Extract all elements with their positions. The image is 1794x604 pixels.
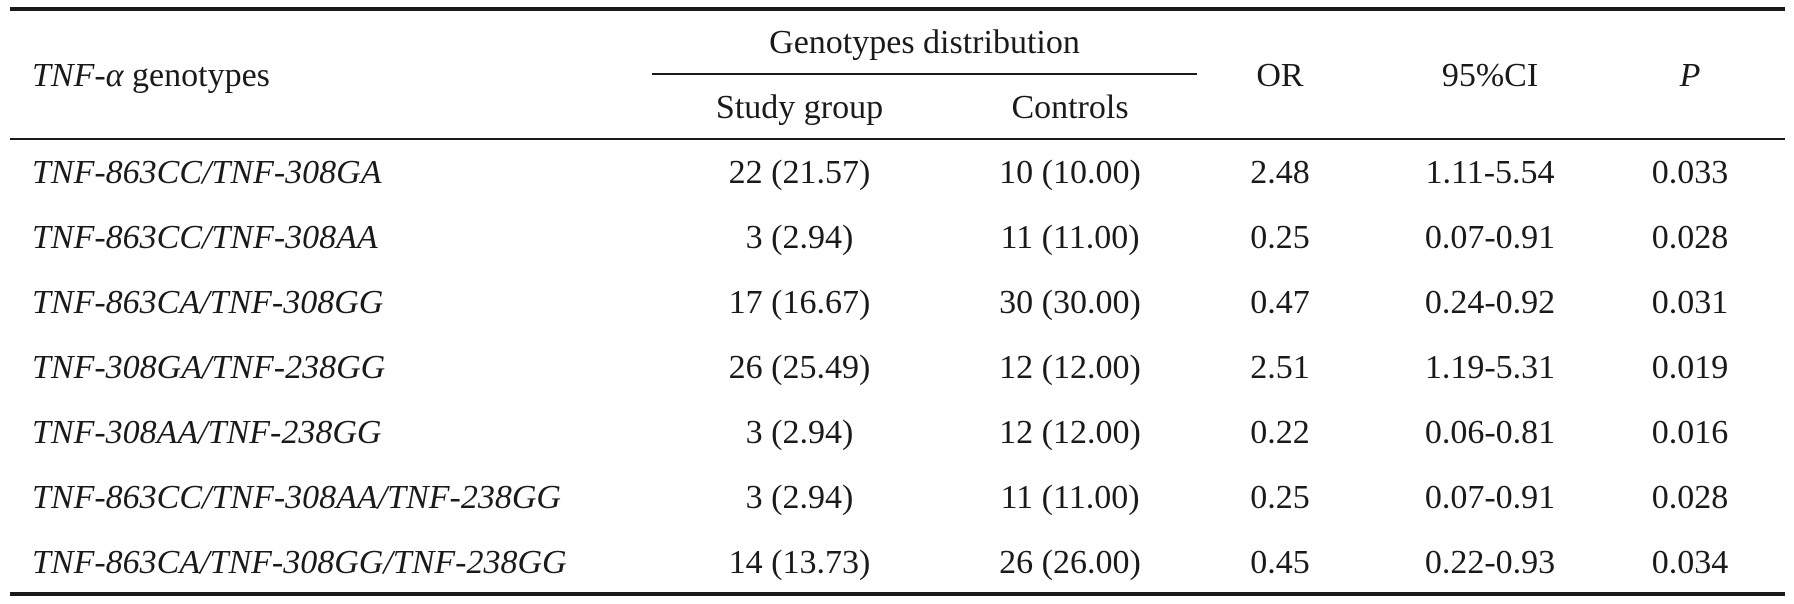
row-genotype: TNF-863CA/TNF-308GG/TNF-238GG — [32, 544, 567, 581]
header-bottom-rule — [10, 138, 1785, 140]
table-row: TNF-863CA/TNF-308GG 17 (16.67) 30 (30.00… — [0, 283, 1794, 323]
row-or: 0.47 — [1250, 284, 1310, 321]
row-p: 0.019 — [1651, 349, 1729, 386]
row-ci: 1.11-5.54 — [1425, 154, 1555, 191]
row-p: 0.016 — [1651, 414, 1729, 451]
row-p: 0.034 — [1651, 544, 1729, 581]
row-study: 26 (25.49) — [728, 349, 871, 386]
row-controls: 10 (10.00) — [999, 154, 1141, 191]
table-row: TNF-863CC/TNF-308GA 22 (21.57) 10 (10.00… — [0, 153, 1794, 193]
header-or: OR — [1256, 57, 1304, 94]
header-group-rule — [652, 73, 1197, 75]
row-or: 0.25 — [1250, 219, 1310, 256]
row-ci: 0.24-0.92 — [1424, 284, 1556, 321]
row-or: 0.45 — [1250, 544, 1310, 581]
row-genotype: TNF-308GA/TNF-238GG — [32, 349, 386, 386]
header-controls: Controls — [1011, 89, 1129, 126]
row-study: 3 (2.94) — [745, 219, 854, 256]
row-p: 0.028 — [1651, 219, 1729, 256]
table-row: TNF-863CC/TNF-308AA 3 (2.94) 11 (11.00) … — [0, 218, 1794, 258]
row-or: 0.22 — [1250, 414, 1310, 451]
row-or: 2.51 — [1250, 349, 1310, 386]
row-genotype: TNF-308AA/TNF-238GG — [32, 414, 382, 451]
row-genotype: TNF-863CC/TNF-308AA — [32, 219, 378, 256]
row-ci: 0.22-0.93 — [1424, 544, 1556, 581]
header-study-group: Study group — [715, 89, 884, 126]
row-controls: 11 (11.00) — [1000, 479, 1140, 516]
row-ci: 0.07-0.91 — [1424, 479, 1556, 516]
row-genotype: TNF-863CC/TNF-308GA — [32, 154, 382, 191]
row-p: 0.033 — [1651, 154, 1729, 191]
header-genotypes: TNF-α genotypes — [32, 56, 270, 96]
row-p: 0.028 — [1651, 479, 1729, 516]
header-genotypes-gene: TNF-α — [32, 57, 124, 94]
table-row: TNF-863CC/TNF-308AA/TNF-238GG 3 (2.94) 1… — [0, 478, 1794, 518]
row-genotype: TNF-863CC/TNF-308AA/TNF-238GG — [32, 479, 561, 516]
table-bottom-rule — [10, 592, 1785, 596]
row-study: 17 (16.67) — [728, 284, 871, 321]
header-genotypes-distribution: Genotypes distribution — [769, 24, 1080, 61]
row-controls: 26 (26.00) — [999, 544, 1141, 581]
table-row: TNF-863CA/TNF-308GG/TNF-238GG 14 (13.73)… — [0, 543, 1794, 583]
table-row: TNF-308AA/TNF-238GG 3 (2.94) 12 (12.00) … — [0, 413, 1794, 453]
row-study: 14 (13.73) — [728, 544, 871, 581]
row-ci: 0.06-0.81 — [1424, 414, 1556, 451]
header-genotypes-suffix: genotypes — [123, 57, 270, 94]
row-p: 0.031 — [1651, 284, 1729, 321]
row-or: 0.25 — [1250, 479, 1310, 516]
row-genotype: TNF-863CA/TNF-308GG — [32, 284, 384, 321]
row-study: 3 (2.94) — [745, 414, 854, 451]
row-controls: 12 (12.00) — [999, 414, 1141, 451]
row-or: 2.48 — [1250, 154, 1310, 191]
row-controls: 11 (11.00) — [1000, 219, 1140, 256]
row-controls: 30 (30.00) — [999, 284, 1141, 321]
header-p: P — [1679, 57, 1701, 94]
row-study: 22 (21.57) — [728, 154, 871, 191]
table-top-rule — [10, 7, 1785, 11]
row-ci: 0.07-0.91 — [1424, 219, 1556, 256]
row-ci: 1.19-5.31 — [1424, 349, 1556, 386]
row-study: 3 (2.94) — [745, 479, 854, 516]
header-95ci: 95%CI — [1441, 57, 1539, 94]
row-controls: 12 (12.00) — [999, 349, 1141, 386]
table-row: TNF-308GA/TNF-238GG 26 (25.49) 12 (12.00… — [0, 348, 1794, 388]
